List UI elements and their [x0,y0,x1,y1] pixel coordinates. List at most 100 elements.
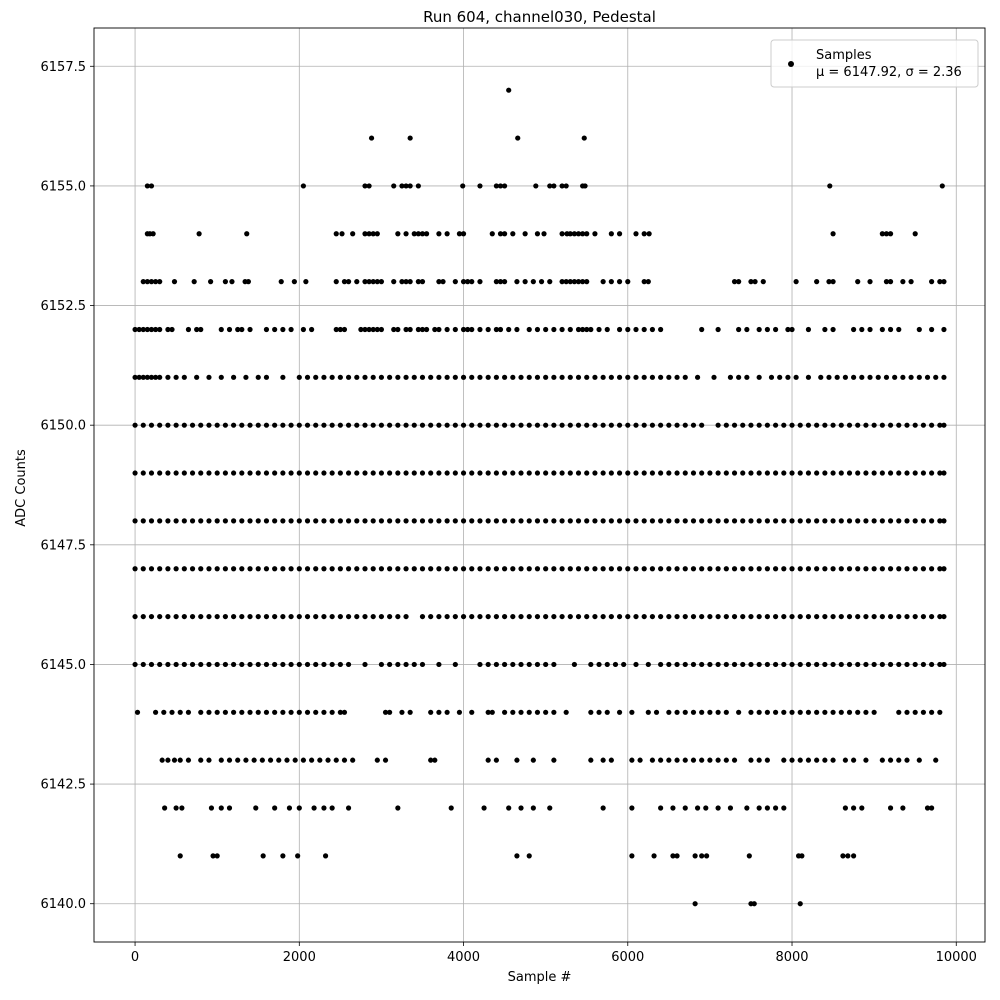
data-point [140,470,146,476]
data-point [584,326,590,333]
data-point [694,374,701,380]
data-point [198,709,204,715]
legend: Samples μ = 6147.92, σ = 2.36 [770,39,979,88]
data-point [920,470,927,476]
data-point [322,853,329,859]
data-point [715,566,721,572]
data-point [493,518,499,524]
data-point [941,518,947,524]
data-point [157,661,163,668]
data-point [362,374,368,380]
data-point [518,709,524,715]
data-point [781,661,787,668]
data-point [822,422,828,428]
data-point [485,422,491,428]
data-point [822,566,828,572]
data-point [208,279,214,285]
data-point [378,470,385,476]
x-axis-label: Sample # [508,970,572,985]
data-point [354,279,360,285]
data-point [280,709,286,715]
data-point [452,470,458,476]
data-point [879,661,885,668]
data-point [304,470,311,476]
data-point [368,135,375,141]
data-point [280,422,286,428]
data-point [378,374,385,380]
data-point [805,326,812,333]
data-point [341,757,348,763]
data-point [584,566,590,572]
data-point [551,183,557,189]
data-point [682,661,688,668]
data-point [169,326,175,333]
data-point [941,613,947,620]
data-point [699,757,705,763]
data-point [428,757,434,763]
data-point [580,326,586,333]
data-point [436,279,442,285]
data-point [370,613,376,620]
data-point [218,757,224,763]
data-point [879,326,885,333]
data-point [682,613,688,620]
data-point [428,518,434,524]
data-point [514,853,520,859]
data-point [772,661,779,668]
data-point [896,326,902,333]
data-point [596,661,602,668]
data-point [350,231,356,237]
data-point [444,231,450,237]
data-point [723,470,729,476]
data-point [189,613,196,620]
data-point [793,374,799,380]
data-point [198,757,204,763]
data-point [144,183,150,189]
data-point [781,613,787,620]
data-point [263,518,270,524]
data-point [165,326,171,333]
data-point [641,613,647,620]
data-point [231,422,237,428]
data-point [526,661,532,668]
data-point [863,566,869,572]
data-point [633,422,639,428]
data-point [366,279,372,285]
data-point [830,326,836,333]
y-axis: 6140.0 6142.5 6145.0 6147.5 6150.0 6152.5 6155… [41,60,94,912]
data-point [830,613,836,620]
data-point [477,470,483,476]
data-point [399,279,405,285]
data-point [452,374,458,380]
data-point [280,661,286,668]
data-point [452,326,458,333]
data-point [608,374,614,380]
data-point [834,374,840,380]
data-point [772,518,779,524]
data-point [559,470,565,476]
data-point [148,661,155,668]
data-point [715,422,721,428]
data-point [469,518,475,524]
data-point [436,326,442,333]
data-point [567,613,573,620]
data-point [588,757,594,763]
y-tick-label: 6152.5 [41,299,87,314]
data-point [497,183,504,189]
data-point [641,374,647,380]
data-point [563,183,569,189]
data-point [313,613,319,620]
data-point [690,709,697,715]
data-point [222,470,228,476]
data-point [378,661,385,668]
data-point [374,326,380,333]
data-point [140,518,146,524]
data-point [313,470,319,476]
data-point [658,470,664,476]
data-point [415,326,421,333]
data-point [403,279,409,285]
data-point [288,566,294,572]
data-point [715,805,721,811]
legend-box [770,39,979,88]
data-point [185,757,192,763]
